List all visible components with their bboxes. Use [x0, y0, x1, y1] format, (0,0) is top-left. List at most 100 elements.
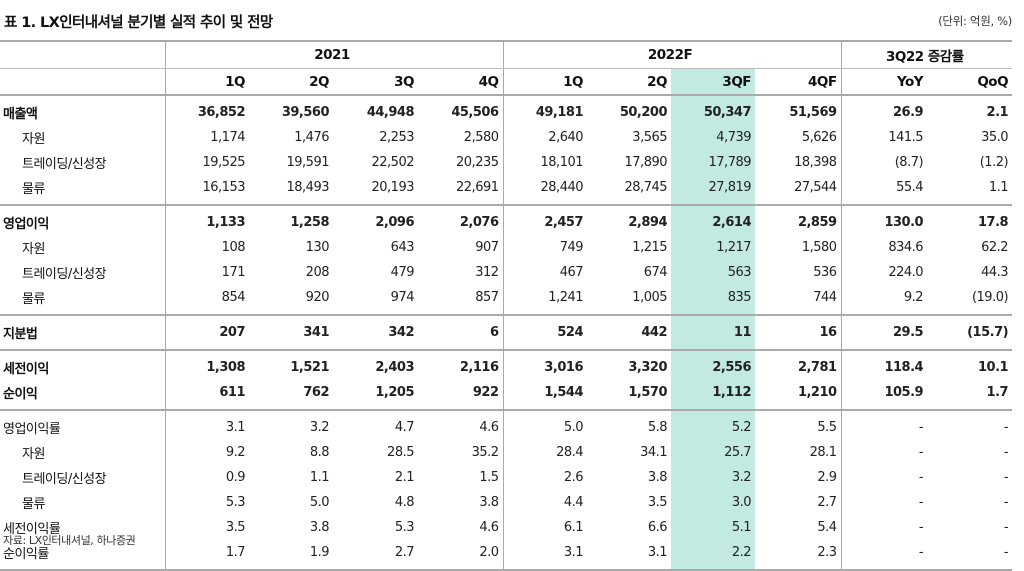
table-row: 지분법 207 341 342 6 524 442 11 16 29.5 (15.7)	[0, 315, 1013, 351]
source-note: 자료: LX인터내셔널, 하나증권	[3, 534, 136, 547]
cell-qoq: -	[927, 540, 1013, 571]
cell-2q: 1,521	[290, 360, 329, 375]
cell-1q: 171	[164, 260, 249, 285]
cell-1q: 1,544	[502, 380, 588, 411]
cell-4qf: 51,569	[789, 105, 837, 120]
cell-qoq: 2.1	[986, 105, 1009, 120]
cell-2q: 3.2	[309, 420, 330, 435]
cell-2q: 3.1	[587, 540, 672, 571]
cell-1q: 3.1	[164, 410, 249, 440]
cell-1q: 5.0	[502, 410, 588, 440]
cell-qoq: -	[1003, 445, 1009, 460]
cell-qoq: -	[1003, 470, 1009, 485]
table-body: 매출액 36,852 39,560 44,948 45,506 49,181 50,200 5…	[0, 95, 1013, 571]
cell-2q: 1,215	[632, 240, 668, 255]
cell-yoy: 29.5	[840, 315, 928, 351]
table-row: 트레이딩/신성장 19,525 19,591 22,502 20,235 18,101 17…	[0, 150, 1012, 175]
cell-1q: 9.2	[164, 440, 249, 465]
cell-1q: 2,640	[502, 125, 588, 150]
header-quarter-1q: 1Q	[502, 68, 588, 96]
cell-qoq: (15.7)	[927, 315, 1013, 351]
cell-4qf: 5.4	[817, 520, 837, 535]
cell-3q: 4.7	[394, 420, 415, 435]
header-year-2021: 2021	[164, 40, 504, 69]
cell-4qf: 536	[813, 265, 837, 280]
cell-3q: 2,403	[375, 360, 414, 375]
table-row: 자원 9.2 8.8 28.5 35.2 28.4 34.1 25.7 28.1- -	[0, 440, 1012, 465]
cell-yoy: 118.4	[840, 350, 928, 380]
cell-1q: 207	[164, 315, 249, 351]
cell-3qf: 1,217	[671, 235, 756, 260]
cell-4qf: 1,580	[801, 240, 837, 255]
table-row: 물류 854 920 974 857 1,241 1,005 835 744 9.2 (19.0)	[0, 285, 1013, 316]
row-label: 지분법	[0, 315, 165, 351]
table-row: 트레이딩/신성장 171 208 479 312 467 674 563 536 224.0 44.…	[0, 260, 1012, 285]
row-label: 순이익	[0, 380, 165, 411]
cell-4qf: 2.7	[817, 495, 837, 510]
cell-4q: 312	[475, 265, 499, 280]
cell-1q: 467	[502, 260, 588, 285]
cell-2q: 920	[249, 285, 333, 316]
cell-3q: 1,205	[333, 380, 418, 411]
cell-2q: 674	[643, 265, 668, 280]
cell-1q: 28,440	[502, 175, 588, 206]
table-row: 자원 108 130 643 907 749 1,215 1,217 1,580 834.6 62.…	[0, 235, 1012, 260]
cell-qoq: (1.2)	[979, 155, 1009, 170]
cell-yoy: 141.5	[840, 125, 928, 150]
cell-2q: 3.5	[647, 495, 668, 510]
header-quarter-3qf: 3QF	[671, 68, 756, 96]
header-quarter-2q: 2Q	[587, 68, 672, 96]
cell-3qf: 3.2	[671, 465, 756, 490]
cell-1q: 2,457	[502, 205, 588, 235]
cell-2q: 5.0	[309, 495, 330, 510]
cell-2q: 6.6	[647, 520, 668, 535]
cell-3qf: 27,819	[671, 175, 756, 206]
cell-1q: 1,241	[502, 285, 588, 316]
cell-2q: 1,570	[587, 380, 672, 411]
cell-3qf: 3.0	[671, 490, 756, 515]
cell-4q: 4.6	[479, 520, 499, 535]
cell-2q: 3,320	[628, 360, 668, 375]
cell-4q: 2,580	[463, 130, 499, 145]
cell-4qf: 744	[755, 285, 842, 316]
row-label: 영업이익	[3, 217, 49, 232]
unit-note: (단위: 억원, %)	[938, 14, 1012, 28]
cell-4qf: 5,626	[801, 130, 837, 145]
cell-qoq: -	[1003, 495, 1009, 510]
cell-4qf: 5.5	[817, 420, 837, 435]
cell-1q: 524	[502, 315, 588, 351]
cell-yoy: -	[840, 540, 928, 571]
cell-qoq: 1.1	[927, 175, 1013, 206]
cell-2q: 1.1	[309, 470, 330, 485]
cell-4qf: 2,781	[797, 360, 837, 375]
cell-1q: 854	[164, 285, 249, 316]
cell-4qf: 28.1	[809, 445, 837, 460]
cell-3q: 4.8	[394, 495, 415, 510]
cell-1q: 0.9	[164, 465, 249, 490]
cell-2q: 17,890	[624, 155, 668, 170]
header-change-rate: 3Q22 증감률	[840, 40, 1013, 69]
cell-1q: 1,133	[164, 205, 249, 235]
cell-1q: 108	[164, 235, 249, 260]
cell-2q: 3.8	[309, 520, 330, 535]
header-quarter-4qf: 4QF	[755, 68, 842, 96]
cell-2q: 8.8	[309, 445, 330, 460]
cell-3q: 2.1	[394, 470, 415, 485]
cell-3qf: 11	[671, 315, 756, 351]
cell-4q: 22,691	[418, 175, 504, 206]
cell-1q: 3.1	[502, 540, 588, 571]
cell-1q: 28.4	[502, 440, 588, 465]
cell-2q: 442	[587, 315, 672, 351]
table-row: 매출액 36,852 39,560 44,948 45,506 49,181 50,200 5…	[0, 95, 1012, 125]
table-row: 세전이익률 3.5 3.8 5.3 4.6 6.1 6.6 5.1 5.4- -	[0, 515, 1012, 540]
cell-4q: 857	[418, 285, 504, 316]
row-label: 세전이익률	[3, 522, 61, 537]
cell-2q: 39,560	[281, 105, 330, 120]
cell-1q: 36,852	[164, 95, 249, 125]
cell-3qf: 2,556	[671, 350, 756, 380]
cell-yoy: (8.7)	[840, 150, 928, 175]
cell-2q: 28,745	[587, 175, 672, 206]
cell-2q: 1,476	[294, 130, 329, 145]
cell-1q: 2.6	[502, 465, 588, 490]
cell-2q: 341	[249, 315, 333, 351]
